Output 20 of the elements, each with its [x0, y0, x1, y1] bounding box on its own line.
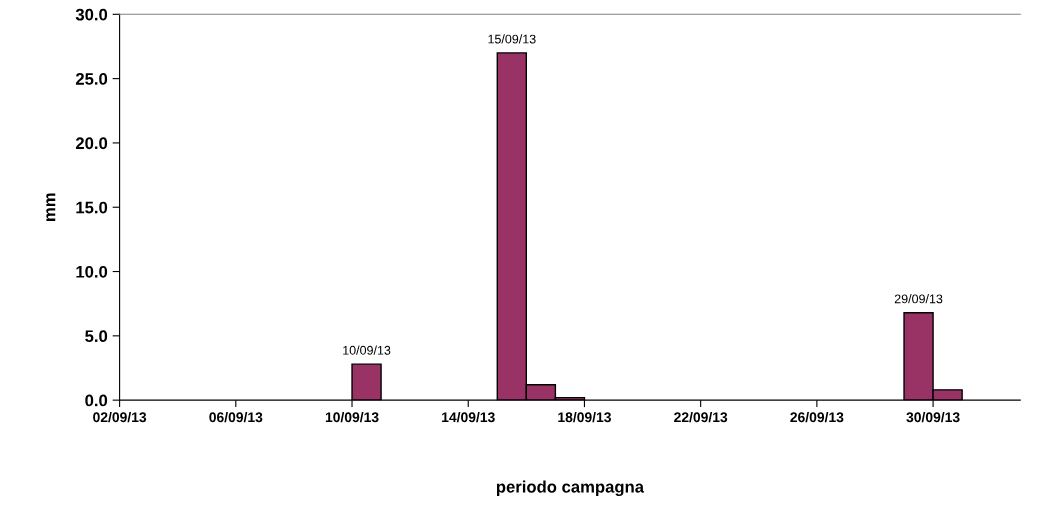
x-tick-label: 18/09/13	[558, 411, 611, 423]
y-tick-label: 25.0	[75, 73, 108, 85]
x-tick-label: 14/09/13	[442, 411, 495, 423]
x-tick-label: 30/09/13	[906, 411, 960, 423]
x-tick-label: 02/09/13	[93, 411, 147, 423]
x-axis-title: periodo campagna	[496, 480, 645, 497]
x-tick-label: 10/09/13	[325, 411, 379, 423]
y-tick-label: 20.0	[75, 137, 108, 150]
annotation: 15/09/13	[488, 34, 536, 44]
y-tick-label: 30.0	[75, 8, 108, 21]
y-tick-label: 10.0	[76, 265, 108, 278]
x-tick-label: 26/09/13	[790, 411, 844, 423]
x-tick-label: 22/09/13	[674, 411, 728, 423]
annotation: 29/09/13	[894, 294, 943, 304]
y-tick-label: 0.0	[85, 394, 108, 407]
y-axis-title: mm	[46, 193, 56, 221]
y-tick-label: 15.0	[76, 201, 108, 214]
x-tick-label: 06/09/13	[209, 411, 263, 423]
y-tick-label: 5.0	[85, 330, 108, 343]
annotation: 10/09/13	[343, 345, 391, 355]
